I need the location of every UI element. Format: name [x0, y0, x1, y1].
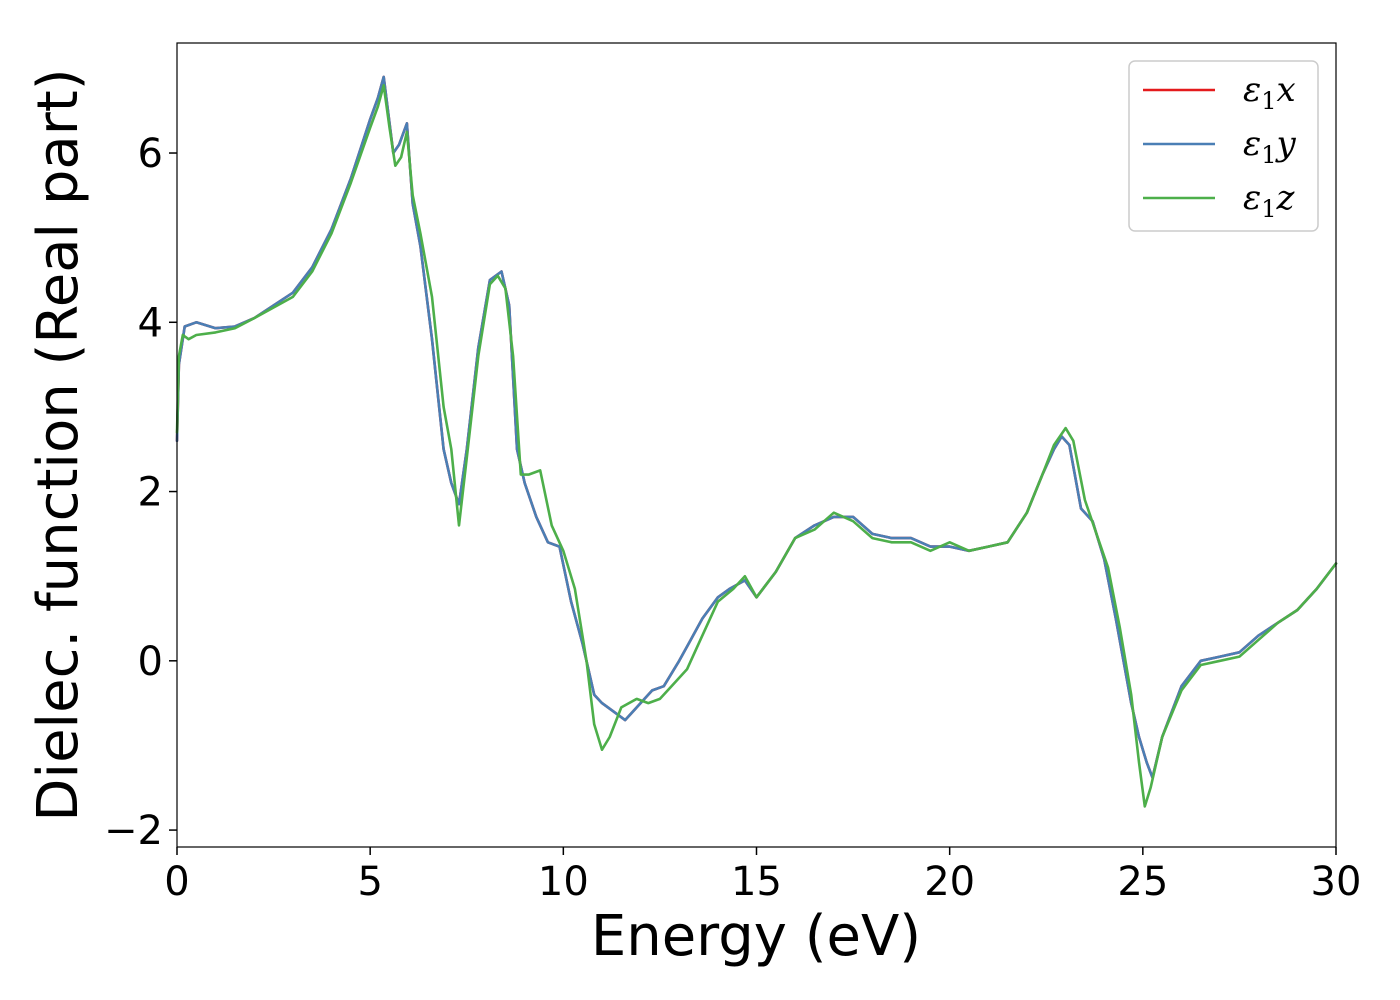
x-tick-label: 5: [357, 859, 382, 905]
x-tick-label: 30: [1311, 859, 1362, 905]
x-tick-label: 25: [1117, 859, 1168, 905]
legend-label: ε1x: [1243, 70, 1296, 115]
x-tick-label: 10: [538, 859, 589, 905]
legend-item-y: ε1y: [1143, 124, 1297, 169]
legend: ε1x ε1y ε1z: [1128, 60, 1319, 232]
y-tick-label: 0: [138, 639, 163, 685]
x-tick-label: 20: [924, 859, 975, 905]
y-tick-label: 2: [138, 470, 163, 516]
x-axis: 0 5 10 15 20 25 30: [164, 847, 1361, 905]
legend-box: [1128, 60, 1319, 232]
y-tick-label: −2: [104, 808, 163, 854]
x-axis-title: Energy (eV): [591, 904, 921, 969]
series-layer: [175, 75, 1338, 808]
y-axis-title: Dielec. function (Real part): [26, 68, 91, 821]
legend-label: ε1y: [1243, 124, 1297, 169]
x-tick-label: 0: [164, 859, 189, 905]
y-tick-label: 6: [138, 131, 163, 177]
series-line-z: [175, 84, 1338, 808]
x-tick-label: 15: [731, 859, 782, 905]
legend-label: ε1z: [1243, 178, 1296, 223]
legend-entries: ε1x ε1y ε1z: [1143, 70, 1297, 223]
legend-item-z: ε1z: [1143, 178, 1296, 223]
legend-item-x: ε1x: [1143, 70, 1296, 115]
y-tick-label: 4: [138, 300, 163, 346]
y-axis: −2 0 2 4 6: [104, 131, 177, 854]
